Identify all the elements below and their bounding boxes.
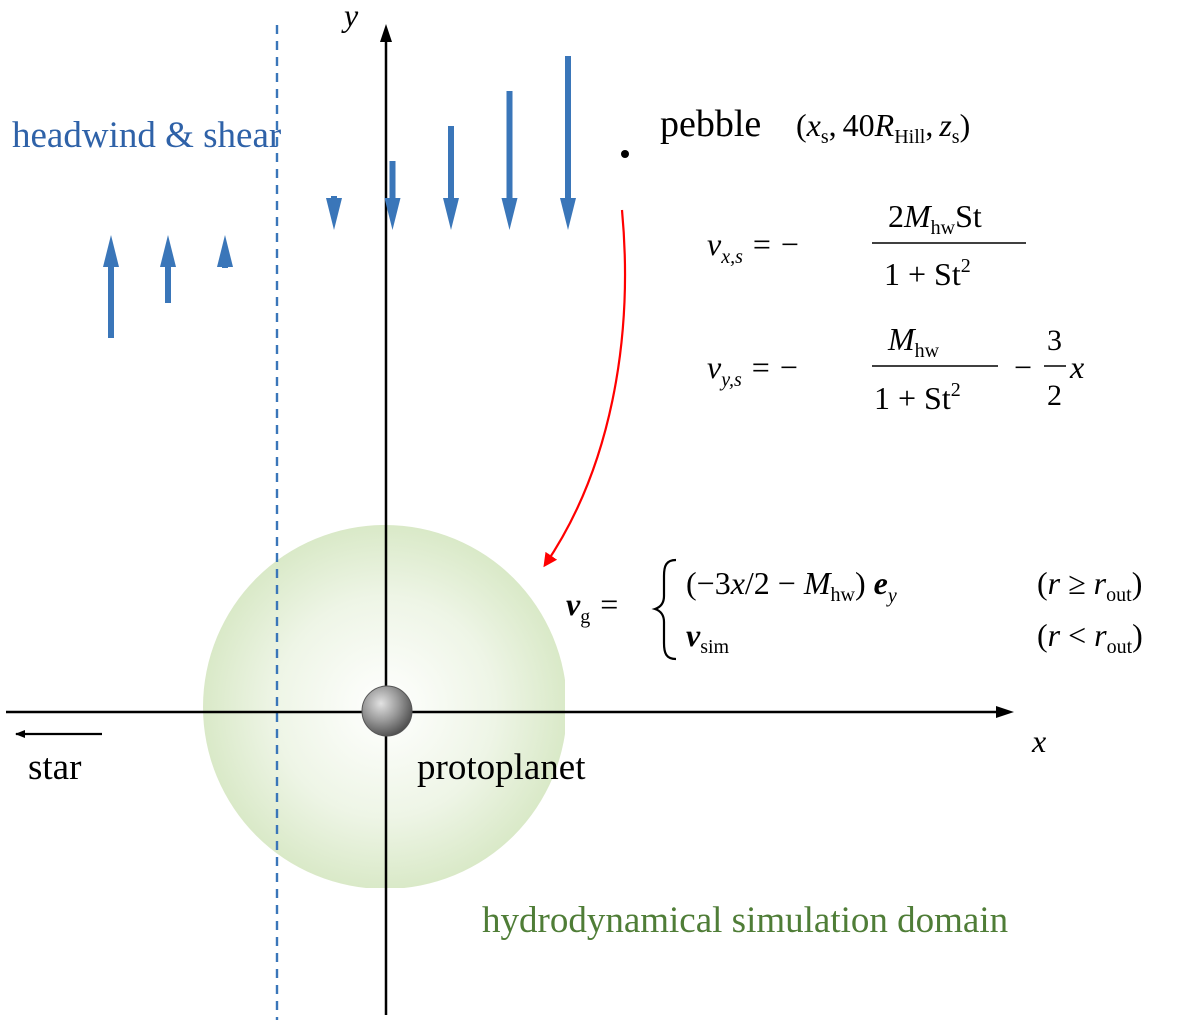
vx-equation: vx,s = − 2MhwSt 1 + St2: [707, 198, 1026, 292]
vg-case2: vsim: [686, 617, 730, 658]
vg-condition2: (r < rout): [1037, 617, 1143, 658]
simulation-domain-label: hydrodynamical simulation domain: [482, 900, 1008, 941]
svg-text:vg=: vg =: [566, 586, 618, 628]
protoplanet-label: protoplanet: [417, 747, 586, 788]
flow-arrow-down-5: [560, 56, 576, 230]
flow-arrow-down-2: [384, 161, 401, 230]
flow-arrow-up-3: [217, 235, 233, 268]
flow-arrows-group: [103, 56, 576, 338]
vx-numerator: 2MhwSt: [888, 198, 982, 239]
headwind-shear-label: headwind & shear: [12, 115, 281, 156]
vy-equation: vy,s = − Mhw 1 + St2 − 3 2 x: [707, 321, 1084, 416]
pebble-label: pebble: [660, 103, 761, 145]
flow-arrow-down-1: [326, 196, 342, 230]
pebble-position-formula: (xs, 40RHill, zs): [796, 107, 970, 148]
y-axis-label: y: [341, 0, 359, 33]
svg-text:x: x: [1069, 349, 1084, 385]
pebble-dot: [621, 150, 629, 158]
x-axis-label: x: [1031, 723, 1046, 759]
x-axis-arrowhead: [996, 706, 1014, 718]
flow-arrow-down-3: [443, 126, 459, 230]
svg-text:3: 3: [1047, 324, 1062, 357]
svg-text:vx,s=−: vx,s = −: [707, 226, 799, 268]
vx-denominator: 1 + St2: [884, 255, 971, 292]
star-label: star: [28, 747, 81, 788]
pebble-trajectory-arrow: [543, 209, 627, 568]
y-axis-arrowhead: [380, 24, 392, 42]
flow-arrow-up-2: [160, 235, 176, 303]
svg-text:2: 2: [1047, 379, 1062, 412]
svg-text:vy,s=−: vy,s = −: [707, 349, 798, 391]
piecewise-brace: [651, 558, 677, 661]
vy-denominator: 1 + St2: [874, 379, 961, 416]
flow-arrow-up-1: [103, 235, 119, 338]
vg-case1: (−3x/2 − Mhw) ey: [686, 565, 897, 607]
vg-condition1: (r ≥ rout): [1037, 565, 1142, 606]
protoplanet-sphere: [361, 685, 413, 737]
flow-arrow-down-4: [501, 91, 518, 230]
svg-text:−: −: [1014, 349, 1032, 385]
vg-equation: vg = (−3x/2 − Mhw) ey vsim (r ≥ rout) (r <…: [566, 558, 1143, 661]
vy-numerator: Mhw: [887, 321, 940, 362]
